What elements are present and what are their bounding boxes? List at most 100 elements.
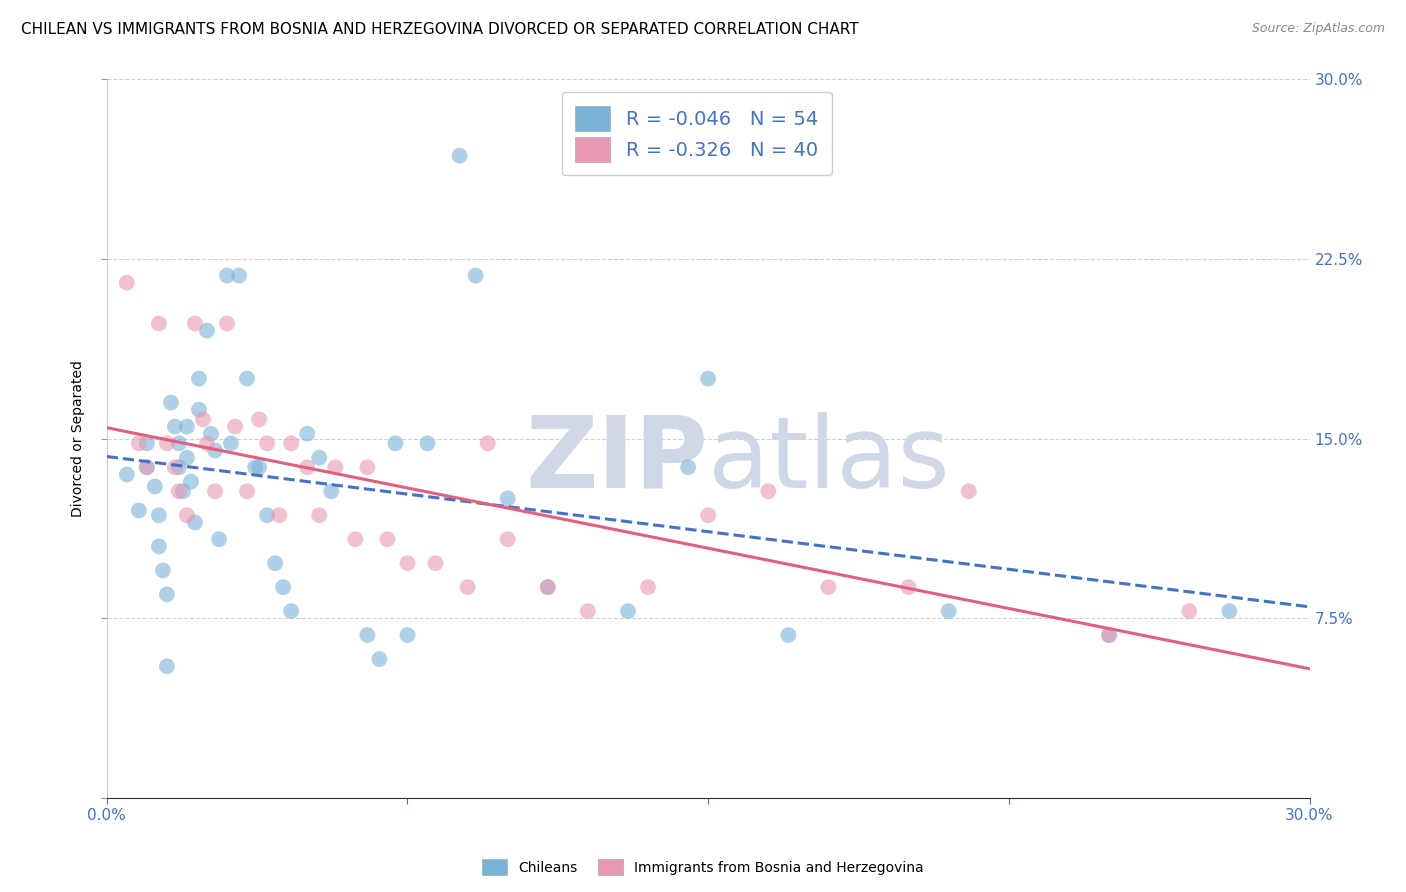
Point [204, 484, 226, 499]
Point [697, 371, 720, 385]
Point [208, 532, 231, 546]
Point [188, 371, 211, 385]
Point [377, 532, 399, 546]
Point [637, 580, 659, 594]
Point [128, 503, 150, 517]
Point [191, 412, 214, 426]
Point [256, 508, 278, 523]
Point [156, 587, 179, 601]
Y-axis label: Divorced or Separated: Divorced or Separated [72, 360, 86, 517]
Point [256, 436, 278, 450]
Point [576, 604, 599, 618]
Point [195, 436, 218, 450]
Point [323, 460, 346, 475]
Point [368, 652, 391, 666]
Point [148, 508, 170, 523]
Point [167, 484, 190, 499]
Point [1178, 604, 1201, 618]
Point [247, 460, 270, 475]
Point [143, 479, 166, 493]
Point [308, 450, 330, 465]
Point [152, 563, 174, 577]
Point [280, 436, 302, 450]
Point [156, 436, 179, 450]
Point [778, 628, 800, 642]
Point [897, 580, 920, 594]
Point [396, 628, 419, 642]
Point [215, 317, 238, 331]
Point [243, 460, 266, 475]
Point [496, 532, 519, 546]
Point [264, 556, 287, 570]
Point [321, 484, 343, 499]
Point [957, 484, 980, 499]
Point [1098, 628, 1121, 642]
Point [938, 604, 960, 618]
Point [756, 484, 779, 499]
Point [1218, 604, 1240, 618]
Point [219, 436, 242, 450]
Point [236, 371, 259, 385]
Point [236, 484, 259, 499]
Point [477, 436, 499, 450]
Point [228, 268, 250, 283]
Point [308, 508, 330, 523]
Point [817, 580, 839, 594]
Point [297, 460, 319, 475]
Point [163, 460, 186, 475]
Point [184, 317, 207, 331]
Point [184, 516, 207, 530]
Point [697, 508, 720, 523]
Point [344, 532, 367, 546]
Legend: Chileans, Immigrants from Bosnia and Herzegovina: Chileans, Immigrants from Bosnia and Her… [477, 854, 929, 880]
Point [135, 460, 157, 475]
Point [176, 508, 198, 523]
Point [269, 508, 291, 523]
Text: ZIP: ZIP [526, 411, 709, 508]
Text: Source: ZipAtlas.com: Source: ZipAtlas.com [1251, 22, 1385, 36]
Point [537, 580, 560, 594]
Text: CHILEAN VS IMMIGRANTS FROM BOSNIA AND HERZEGOVINA DIVORCED OR SEPARATED CORRELAT: CHILEAN VS IMMIGRANTS FROM BOSNIA AND HE… [21, 22, 859, 37]
Point [271, 580, 294, 594]
Point [167, 460, 190, 475]
Point [280, 604, 302, 618]
Point [416, 436, 439, 450]
Point [148, 317, 170, 331]
Point [617, 604, 640, 618]
Point [115, 276, 138, 290]
Point [156, 659, 179, 673]
Point [1098, 628, 1121, 642]
Point [115, 467, 138, 482]
Point [449, 149, 471, 163]
Point [135, 436, 157, 450]
Legend: R = -0.046   N = 54, R = -0.326   N = 40: R = -0.046 N = 54, R = -0.326 N = 40 [561, 92, 831, 176]
Point [204, 443, 226, 458]
Point [425, 556, 447, 570]
Point [176, 419, 198, 434]
Point [128, 436, 150, 450]
Point [180, 475, 202, 489]
Point [172, 484, 194, 499]
Point [384, 436, 406, 450]
Point [396, 556, 419, 570]
Point [148, 540, 170, 554]
Point [200, 426, 222, 441]
Point [676, 460, 699, 475]
Point [160, 395, 183, 409]
Point [537, 580, 560, 594]
Text: atlas: atlas [709, 411, 950, 508]
Point [464, 268, 486, 283]
Point [457, 580, 479, 594]
Point [297, 426, 319, 441]
Point [496, 491, 519, 506]
Point [176, 450, 198, 465]
Point [356, 628, 378, 642]
Point [188, 402, 211, 417]
Point [167, 436, 190, 450]
Point [224, 419, 246, 434]
Point [163, 419, 186, 434]
Point [135, 460, 157, 475]
Point [195, 324, 218, 338]
Point [356, 460, 378, 475]
Point [215, 268, 238, 283]
